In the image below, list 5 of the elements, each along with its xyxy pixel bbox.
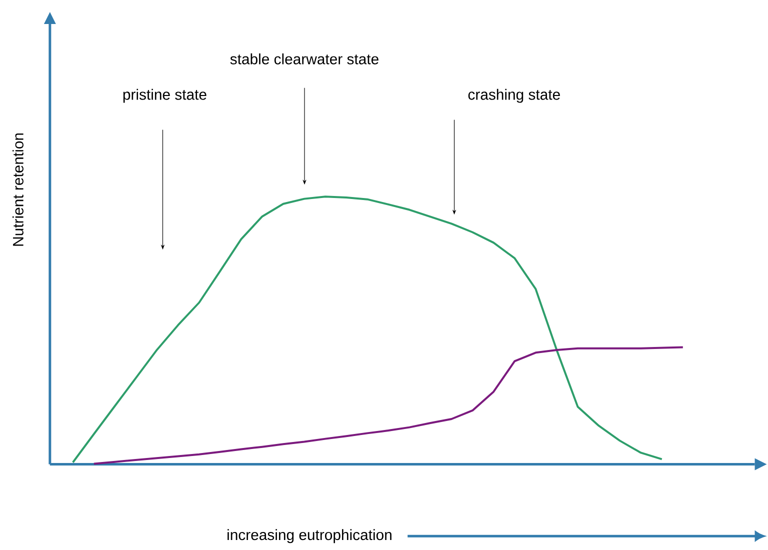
text: pristine state (123, 88, 206, 103)
y-axis-title: Nutrient retention (12, 133, 24, 246)
text: crashing state (468, 88, 560, 103)
text: stable clearwater state (230, 53, 378, 64)
x-axis-title: increasing eutrophication (228, 529, 392, 544)
